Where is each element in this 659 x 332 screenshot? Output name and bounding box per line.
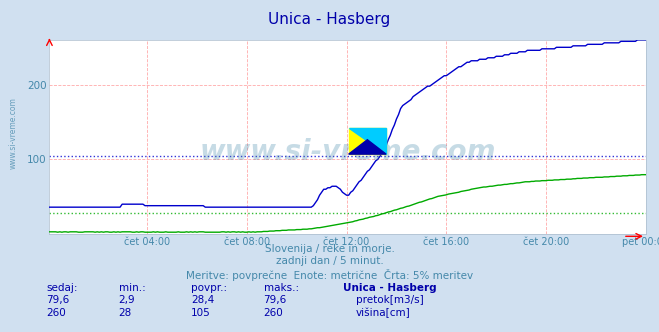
Text: sedaj:: sedaj: <box>46 283 78 293</box>
Text: Unica - Hasberg: Unica - Hasberg <box>268 12 391 27</box>
Polygon shape <box>349 128 386 154</box>
Text: višina[cm]: višina[cm] <box>356 308 411 318</box>
Text: 260: 260 <box>264 308 283 318</box>
Polygon shape <box>349 140 386 154</box>
Text: min.:: min.: <box>119 283 146 293</box>
Text: 28,4: 28,4 <box>191 295 214 305</box>
Text: 79,6: 79,6 <box>46 295 69 305</box>
Text: www.si-vreme.com: www.si-vreme.com <box>9 97 18 169</box>
Text: www.si-vreme.com: www.si-vreme.com <box>200 138 496 166</box>
Text: Unica - Hasberg: Unica - Hasberg <box>343 283 436 293</box>
Text: povpr.:: povpr.: <box>191 283 227 293</box>
Text: pretok[m3/s]: pretok[m3/s] <box>356 295 424 305</box>
Text: Slovenija / reke in morje.: Slovenija / reke in morje. <box>264 244 395 254</box>
Bar <box>349 128 386 154</box>
Text: zadnji dan / 5 minut.: zadnji dan / 5 minut. <box>275 256 384 266</box>
Text: 260: 260 <box>46 308 66 318</box>
Text: 28: 28 <box>119 308 132 318</box>
Text: Meritve: povprečne  Enote: metrične  Črta: 5% meritev: Meritve: povprečne Enote: metrične Črta:… <box>186 269 473 281</box>
Text: 2,9: 2,9 <box>119 295 135 305</box>
Text: maks.:: maks.: <box>264 283 299 293</box>
Text: 79,6: 79,6 <box>264 295 287 305</box>
Text: 105: 105 <box>191 308 211 318</box>
